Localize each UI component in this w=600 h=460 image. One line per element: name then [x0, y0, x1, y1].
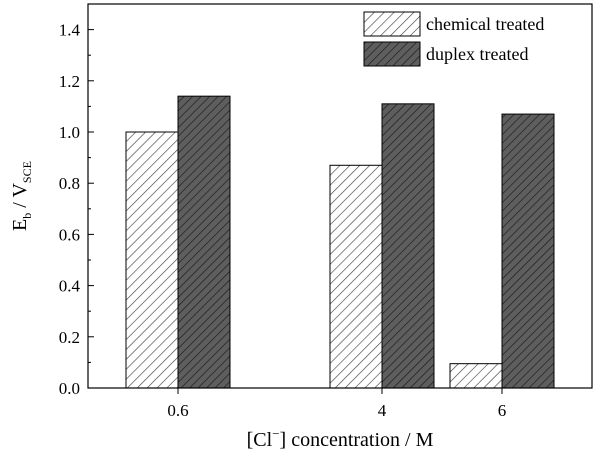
bar-duplex-treated-6	[501, 113, 555, 389]
x-tick-label: 0.6	[167, 401, 188, 420]
y-tick-label: 0.2	[59, 328, 80, 347]
y-axis-ticks: 0.0 0.2 0.4 0.6 0.8 1.0 1.2 1.4	[59, 21, 94, 398]
x-tick-label: 4	[378, 401, 387, 420]
legend: chemical treated duplex treated	[363, 11, 544, 67]
legend-swatch-duplex-treated	[363, 41, 421, 67]
x-axis-ticks: 0.6 4 6	[167, 388, 506, 420]
bar-chemical-treated-0.6	[125, 131, 179, 389]
y-tick-label: 1.2	[59, 72, 80, 91]
plot-frame	[87, 3, 593, 389]
legend-label-duplex-treated: duplex treated	[426, 44, 528, 64]
bar-chemical-treated-6	[449, 363, 503, 389]
legend-label-chemical-treated: chemical treated	[426, 14, 544, 34]
bar-duplex-treated-4	[381, 103, 435, 389]
bar-chemical-treated-4	[329, 164, 383, 389]
y-tick-label: 0.6	[59, 225, 80, 244]
legend-swatch-chemical-treated	[363, 11, 421, 37]
bar-duplex-treated-0.6	[177, 95, 231, 389]
y-tick-label: 0.8	[59, 174, 80, 193]
y-tick-label: 0.0	[59, 379, 80, 398]
y-axis-title: Eb / VSCE	[9, 161, 34, 231]
x-axis-title: [Cl−] concentration / M	[247, 426, 434, 451]
y-tick-label: 1.0	[59, 123, 80, 142]
x-tick-label: 6	[498, 401, 507, 420]
y-tick-label: 1.4	[59, 21, 81, 40]
bars-group	[125, 95, 555, 389]
y-tick-label: 0.4	[59, 277, 81, 296]
